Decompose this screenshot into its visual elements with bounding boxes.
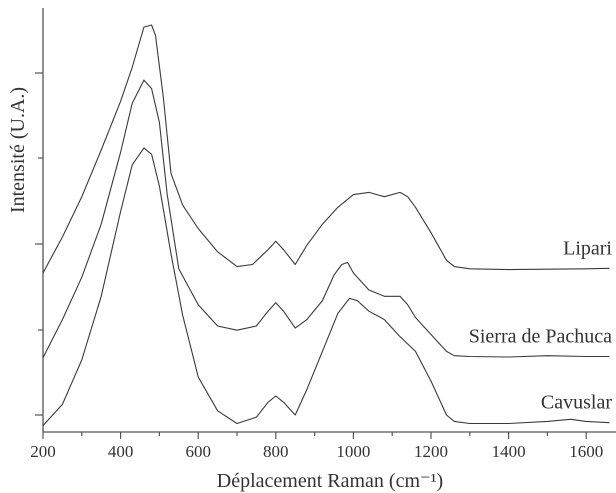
x-tick-label: 1000	[336, 442, 370, 461]
y-axis-title: Intensité (U.A.)	[7, 87, 29, 213]
y-axis-ticks	[35, 72, 43, 416]
series-label: Cavuslar	[541, 392, 612, 414]
series-line-sierra-de-pachuca	[42, 79, 610, 359]
series-label: Sierra de Pachuca	[469, 326, 612, 348]
x-tick-label: 200	[30, 442, 56, 461]
x-tick-label: 600	[185, 442, 211, 461]
series-line-cavuslar	[42, 147, 610, 426]
x-tick-label: 1200	[414, 442, 448, 461]
axes	[42, 8, 616, 433]
series-labels: Lipari Sierra de Pachuca Cavuslar	[469, 237, 613, 413]
series-label: Lipari	[563, 237, 612, 259]
x-axis-title: Déplacement Raman (cm⁻¹)	[217, 470, 443, 492]
x-tick-label: 800	[263, 442, 289, 461]
series-group	[42, 24, 610, 426]
x-tick-label: 1400	[492, 442, 526, 461]
x-axis-ticks: 200 400 600 800 1000 1200 1400 1600	[30, 432, 603, 461]
x-tick-label: 1600	[569, 442, 603, 461]
series-line-lipari	[42, 24, 610, 274]
x-tick-label: 400	[108, 442, 134, 461]
